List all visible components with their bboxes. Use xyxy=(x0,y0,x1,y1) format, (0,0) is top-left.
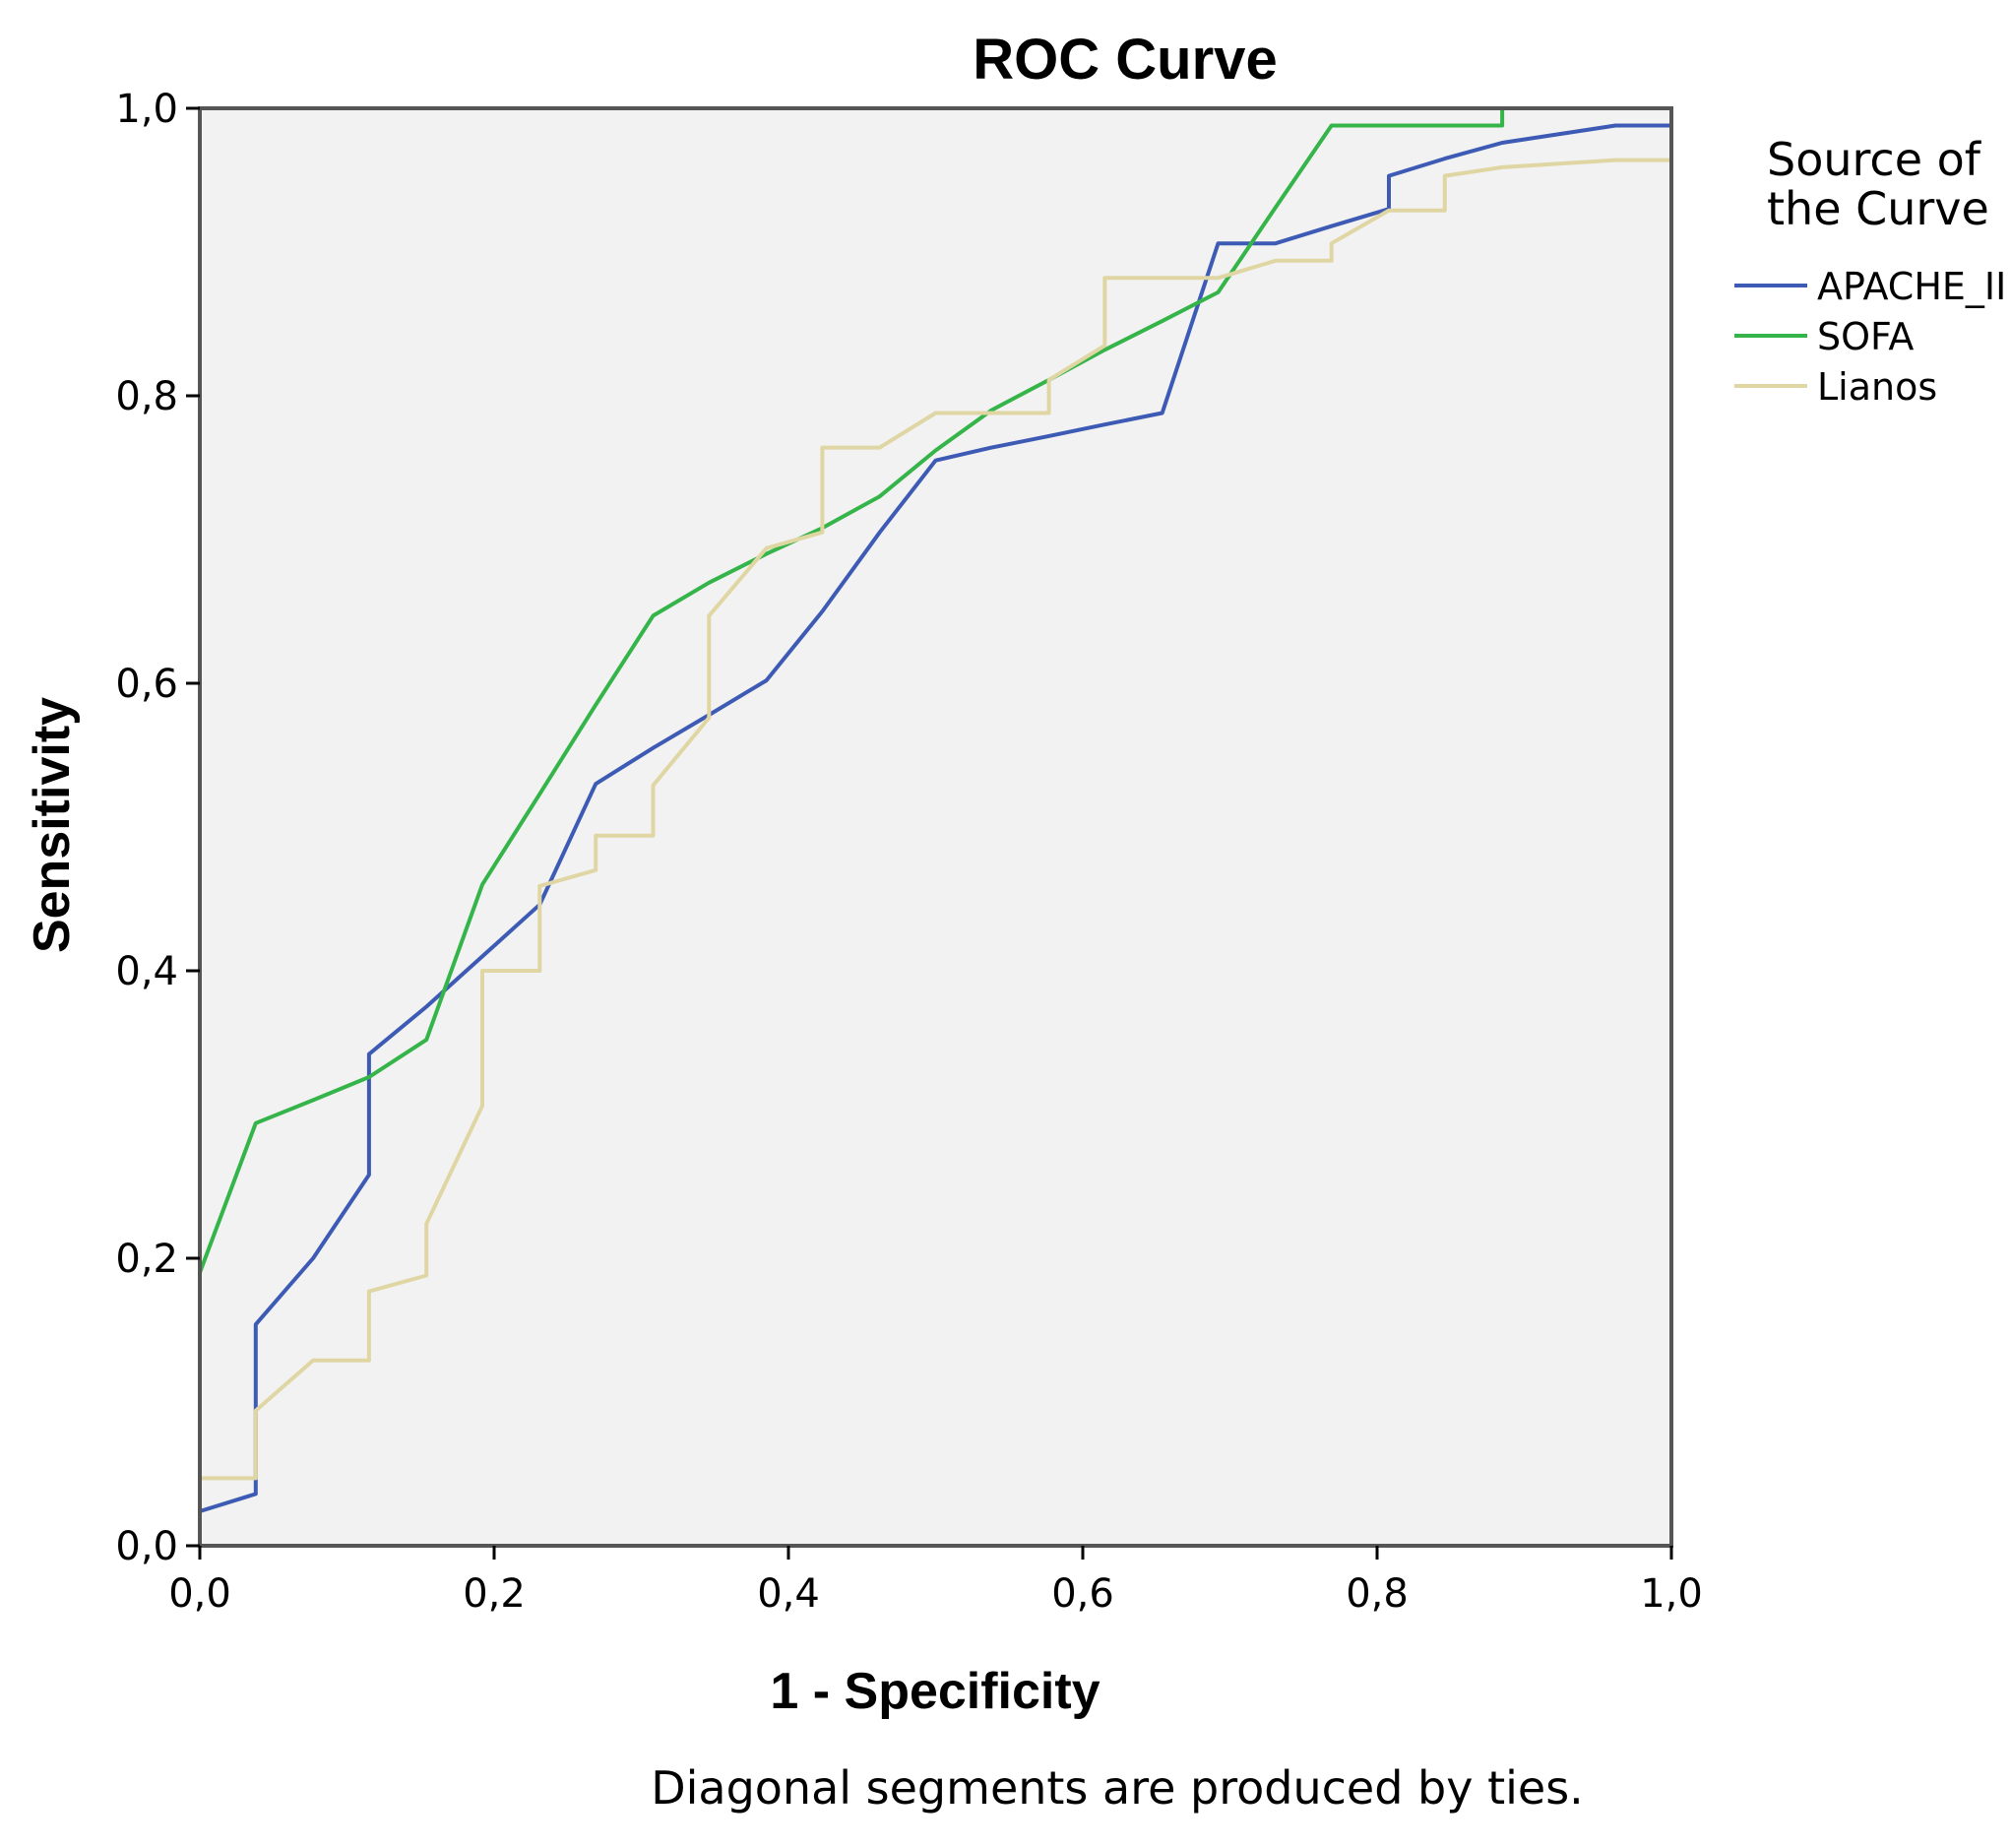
legend-title-line-1: Source of xyxy=(1767,133,1982,186)
footnote: Diagonal segments are produced by ties. xyxy=(651,1761,1584,1815)
legend-title-line-2: the Curve xyxy=(1767,182,1989,235)
x-tick-label: 0,2 xyxy=(463,1571,526,1617)
plot-frame xyxy=(198,106,1673,1548)
legend-label-lianos: Lianos xyxy=(1817,365,1937,409)
y-tick-label: 0,4 xyxy=(115,949,178,994)
chart-title: ROC Curve xyxy=(973,28,1277,92)
series-line-apache-ii xyxy=(198,108,1673,1546)
series-line-lianos xyxy=(198,108,1673,1546)
y-tick-label: 0,8 xyxy=(115,374,178,419)
x-axis-label: 1 - Specificity xyxy=(770,1663,1100,1720)
y-tick-label: 0,6 xyxy=(115,662,178,707)
x-tick-label: 1,0 xyxy=(1640,1571,1703,1617)
y-tick-label: 0,0 xyxy=(115,1524,178,1569)
x-tick-label: 0,0 xyxy=(168,1571,231,1617)
y-axis-label: Sensitivity xyxy=(24,697,81,953)
legend: Source of the Curve APACHE_II SOFA Lianos xyxy=(1734,133,2006,409)
x-tick-label: 0,6 xyxy=(1051,1571,1114,1617)
plot-background xyxy=(200,108,1671,1546)
y-tick-label: 0,2 xyxy=(115,1237,178,1282)
series-layer xyxy=(198,106,1673,1546)
x-tick-label: 0,8 xyxy=(1346,1571,1409,1617)
y-tick-label: 1,0 xyxy=(115,87,178,132)
legend-entries: APACHE_II SOFA Lianos xyxy=(1734,265,2006,409)
x-tick-label: 0,4 xyxy=(757,1571,820,1617)
ticks-layer: 0,0 0,2 0,4 0,6 0,8 1,0 0,0 0,2 0,4 0,6 0,8 1,0 xyxy=(115,87,1702,1617)
legend-label-apache-ii: APACHE_II xyxy=(1817,265,2006,308)
legend-label-sofa: SOFA xyxy=(1817,315,1914,358)
